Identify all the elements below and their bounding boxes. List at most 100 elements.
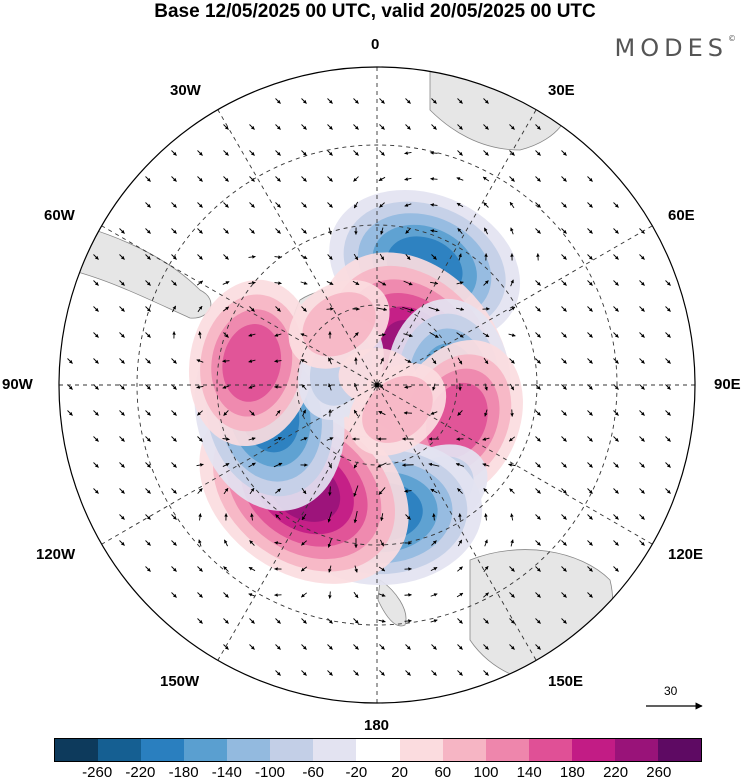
wind-vector — [198, 513, 202, 521]
wind-vector — [171, 176, 177, 182]
colorbar-cell — [442, 739, 486, 761]
wind-vector — [119, 540, 125, 546]
wind-vector — [535, 540, 541, 546]
wind-vector — [405, 254, 411, 260]
wind-vector — [535, 410, 541, 416]
wind-vector — [639, 488, 645, 494]
wind-vector — [301, 513, 307, 521]
wind-vector — [457, 539, 463, 547]
wind-vector — [378, 593, 386, 597]
wind-vector — [639, 384, 645, 390]
wind-vector — [483, 565, 489, 573]
wind-vector — [430, 177, 438, 181]
wind-vector — [249, 410, 255, 416]
wind-vector — [639, 280, 645, 286]
wind-vector — [352, 280, 360, 286]
wind-vector — [145, 254, 151, 260]
wind-vector — [301, 228, 307, 234]
wind-vector — [171, 488, 177, 494]
colorbar-cell — [356, 739, 400, 761]
wind-vector — [430, 619, 438, 623]
wind-vector — [275, 514, 281, 520]
wind-vector — [457, 150, 463, 156]
wind-vector — [430, 593, 438, 597]
wind-vector — [613, 254, 619, 260]
wind-vector — [561, 306, 567, 312]
wind-vector — [197, 254, 203, 260]
colorbar-cell — [614, 739, 658, 761]
wind-vector — [328, 357, 332, 365]
wind-vector — [587, 358, 593, 364]
wind-vector — [145, 176, 151, 182]
wind-vector — [587, 202, 593, 208]
wind-vector — [145, 436, 151, 442]
wind-vector — [484, 539, 488, 547]
wind-vector — [145, 410, 151, 416]
wind-vector — [301, 176, 307, 182]
wind-vector — [377, 280, 387, 286]
wind-vector — [197, 176, 203, 182]
wind-vector — [457, 98, 463, 104]
wind-vector — [405, 98, 411, 104]
wind-vector — [405, 228, 411, 234]
wind-vector — [510, 227, 514, 235]
wind-vector — [457, 618, 463, 624]
wind-vector — [483, 124, 489, 130]
wind-vector — [197, 202, 203, 208]
colorbar-cell — [227, 739, 271, 761]
wind-vector — [145, 384, 151, 390]
wind-vector — [587, 592, 593, 598]
wind-vector — [93, 254, 99, 260]
colorbar-tick-label: -140 — [211, 764, 242, 781]
anomaly-center — [188, 279, 315, 447]
wind-vector — [561, 202, 567, 208]
wind-vector — [328, 591, 332, 599]
wind-vector — [561, 332, 567, 338]
wind-vector — [613, 280, 619, 286]
wind-vector — [379, 150, 385, 156]
wind-vector — [613, 332, 619, 338]
wind-vector — [379, 644, 385, 650]
wind-vector — [535, 644, 541, 650]
wind-vector — [248, 281, 256, 285]
wind-vector — [275, 644, 281, 650]
wind-vector — [171, 566, 177, 572]
wind-vector — [561, 540, 567, 546]
colorbar-tick-label: 220 — [603, 764, 629, 781]
wind-vector — [456, 177, 464, 181]
wind-vector — [457, 228, 463, 234]
wind-vector — [274, 541, 282, 545]
wind-vector — [483, 150, 489, 156]
anomaly-contour — [362, 375, 433, 443]
wind-vector — [300, 592, 308, 598]
wind-vector — [456, 592, 464, 598]
wind-vector — [535, 150, 541, 156]
wind-vector — [248, 333, 256, 337]
wind-vector — [430, 566, 438, 572]
wind-vector — [561, 514, 567, 520]
wind-vector — [222, 437, 230, 441]
wind-vector — [639, 436, 645, 442]
wind-vector — [587, 410, 593, 416]
wind-vector — [484, 227, 488, 235]
wind-vector — [353, 176, 359, 182]
wind-vector — [428, 462, 440, 467]
wind-vector — [67, 410, 73, 416]
wind-vector — [561, 384, 567, 390]
wind-vector — [250, 513, 254, 521]
wind-vector — [275, 670, 281, 676]
wind-vector — [404, 385, 412, 389]
wind-vector — [431, 357, 437, 365]
wind-vector — [613, 436, 619, 442]
lon-label-0: 0 — [371, 36, 380, 53]
wind-vector — [535, 306, 541, 312]
colorbar-tick-label: 100 — [473, 764, 499, 781]
wind-vector — [456, 307, 465, 311]
wind-vector — [301, 540, 307, 546]
wind-vector — [145, 280, 151, 286]
colorbar-labels: -260 -220 -180 -140 -100 -60 -20 20 60 100 140 180 2… — [54, 764, 702, 782]
wind-vector — [119, 436, 125, 442]
wind-vector — [119, 514, 125, 520]
colorbar-tick-label: 180 — [559, 764, 585, 781]
wind-vector — [93, 280, 99, 286]
